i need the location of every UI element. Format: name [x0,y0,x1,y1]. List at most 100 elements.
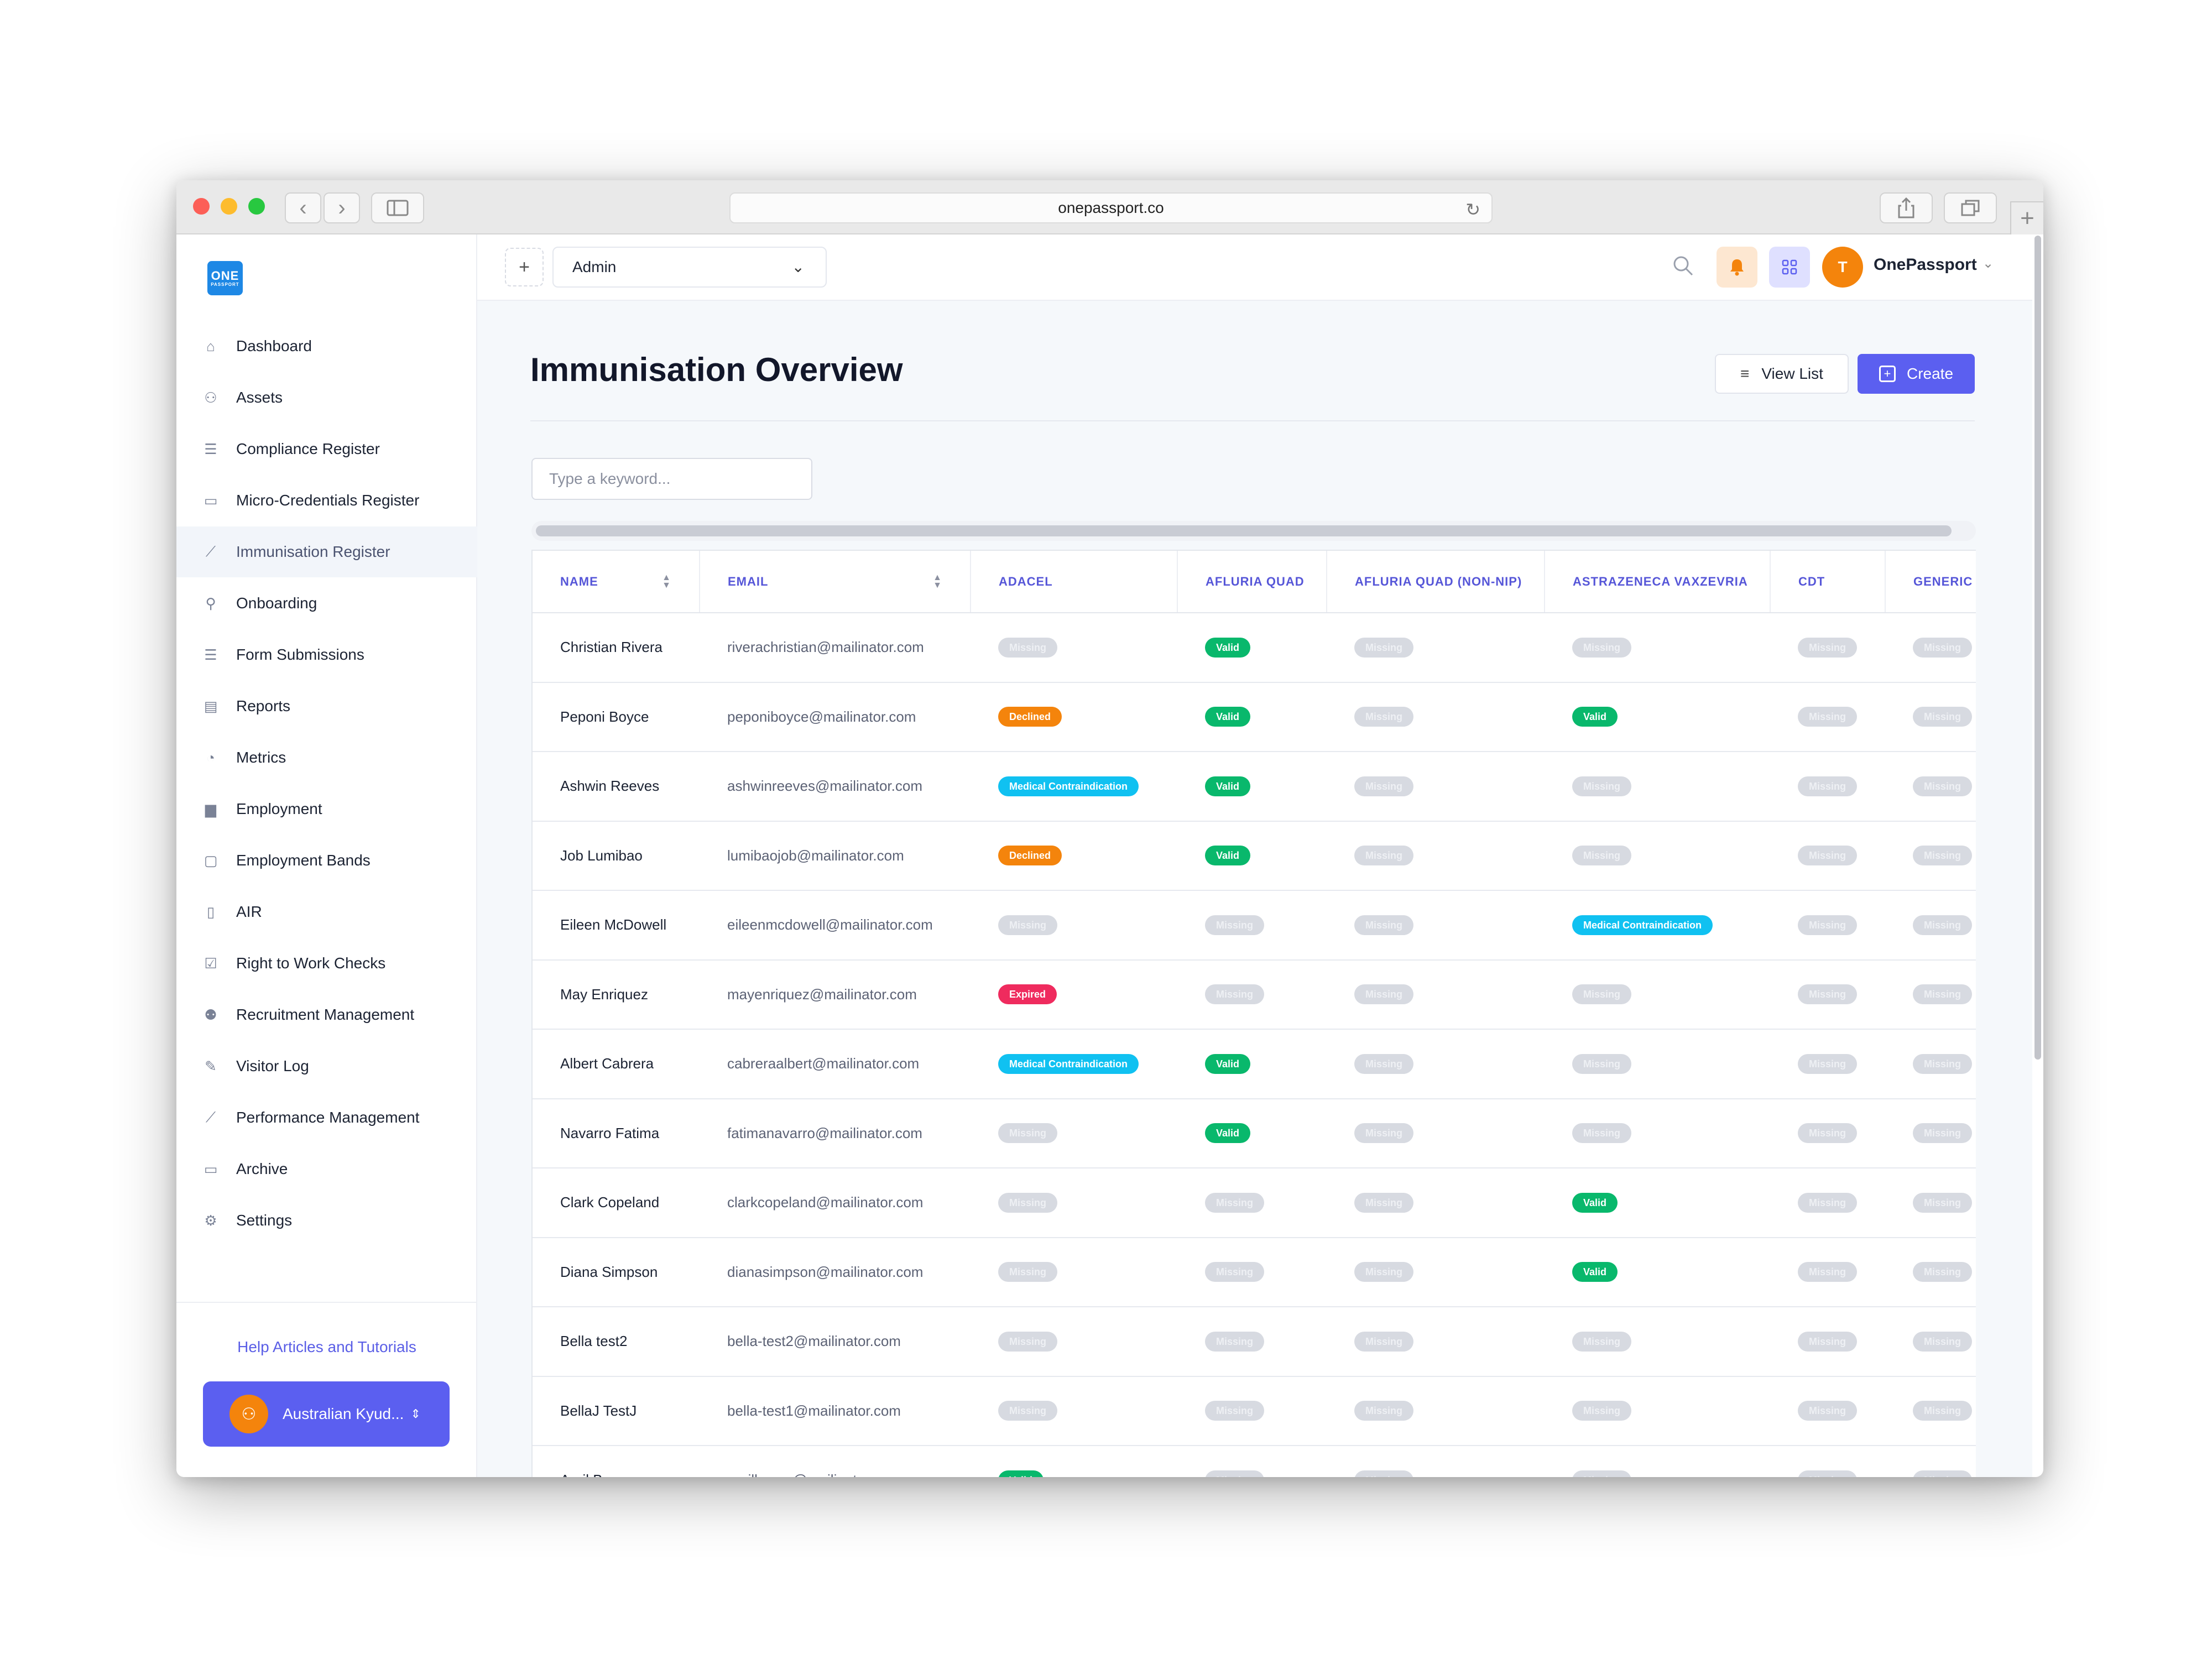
horizontal-scrollbar[interactable] [531,521,1976,541]
status-badge[interactable]: Missing [1913,776,1973,796]
vertical-scrollbar-thumb[interactable] [2034,236,2041,1060]
status-badge[interactable]: Valid [1205,637,1251,658]
status-badge[interactable]: Missing [1354,1470,1414,1477]
sidebar-item-air[interactable]: ▯ AIR [176,886,477,937]
status-badge[interactable]: Missing [1913,637,1973,658]
organisation-switcher[interactable]: ⚇ Australian Kyud... ⇕ [203,1381,450,1447]
sidebar-item-form-submissions[interactable]: ☰ Form Submissions [176,629,477,680]
status-badge[interactable]: Missing [1354,1053,1414,1074]
person-name[interactable]: May Enriquez [533,959,700,1030]
status-badge[interactable]: Missing [1913,1401,1973,1421]
status-badge[interactable]: Declined [998,707,1062,727]
status-badge[interactable]: Missing [1205,1401,1265,1421]
sort-icon[interactable]: ▲ ▼ [662,573,671,590]
table-row[interactable]: Ashwin Reeves ashwinreeves@mailinator.com… [533,752,1976,822]
zoom-window-button[interactable] [248,198,265,215]
status-badge[interactable]: Missing [1205,1262,1265,1282]
back-button[interactable]: ‹ [285,192,321,223]
user-name[interactable]: OnePassport [1874,255,1977,274]
sidebar-item-reports[interactable]: ▤ Reports [176,681,477,732]
search-icon[interactable] [1672,254,1694,276]
status-badge[interactable]: Missing [998,1123,1058,1144]
status-badge[interactable]: Expired [998,984,1057,1005]
minimize-window-button[interactable] [221,198,237,215]
sidebar-item-employment-bands[interactable]: ▢ Employment Bands [176,835,477,886]
person-name[interactable]: Peponi Boyce [533,682,700,752]
status-badge[interactable]: Declined [998,846,1062,866]
address-bar[interactable]: onepassport.co ↻ [729,192,1493,223]
status-badge[interactable]: Missing [1205,984,1265,1005]
status-badge[interactable]: Missing [1354,776,1414,796]
chevron-down-icon[interactable]: ⌄ [1983,256,1994,271]
status-badge[interactable]: Missing [1798,1262,1858,1282]
sort-icon[interactable]: ▲ ▼ [933,573,942,590]
table-row[interactable]: BellaJ TestJ bella-test1@mailinator.com Mi… [533,1376,1976,1446]
status-badge[interactable]: Missing [1798,915,1858,935]
help-articles-link[interactable]: Help Articles and Tutorials [237,1338,416,1355]
status-badge[interactable]: Missing [1572,776,1632,796]
table-row[interactable]: Navarro Fatima fatimanavarro@mailinator.c… [533,1098,1976,1168]
vertical-scrollbar[interactable] [2032,236,2043,1060]
sidebar-item-onboarding[interactable]: ⚲ Onboarding [176,578,477,629]
table-row[interactable]: Eileen McDowell eileenmcdowell@mailinator… [533,890,1976,961]
status-badge[interactable]: Missing [1798,707,1858,727]
status-badge[interactable]: Missing [998,1401,1058,1421]
person-name[interactable]: Albert Cabrera [533,1029,700,1099]
status-badge[interactable]: Missing [1572,1331,1632,1352]
status-badge[interactable]: Missing [1798,637,1858,658]
person-name[interactable]: Navarro Fatima [533,1098,700,1168]
table-row[interactable]: Clark Copeland clarkcopeland@mailinator.c… [533,1168,1976,1238]
status-badge[interactable]: Valid [998,1470,1044,1477]
status-badge[interactable]: Missing [1354,984,1414,1005]
table-row[interactable]: Diana Simpson dianasimpson@mailinator.com… [533,1237,1976,1307]
person-name[interactable]: Clark Copeland [533,1168,700,1238]
table-row[interactable]: Job Lumibao lumibaojob@mailinator.com Decl… [533,821,1976,891]
status-badge[interactable]: Missing [1798,1123,1858,1144]
status-badge[interactable]: Missing [1354,1262,1414,1282]
table-row[interactable]: Peponi Boyce peponiboyce@mailinator.com De… [533,682,1976,752]
status-badge[interactable]: Missing [1205,1192,1265,1213]
role-select[interactable]: Admin ⌄ [552,247,827,288]
status-badge[interactable]: Missing [1572,846,1632,866]
reload-icon[interactable]: ↻ [1465,200,1480,220]
table-row[interactable]: April Baysaaprilbaysa@mailinator.com Vali… [533,1446,1976,1477]
status-badge[interactable]: Valid [1205,846,1251,866]
sidebar-item-right-to-work-checks[interactable]: ☑ Right to Work Checks [176,938,477,989]
status-badge[interactable]: Missing [1798,1470,1858,1477]
horizontal-scrollbar-thumb[interactable] [536,525,1952,536]
status-badge[interactable]: Missing [1354,1331,1414,1352]
sidebar-item-employment[interactable]: ▆ Employment [176,784,477,834]
person-name[interactable]: April Baysa [533,1446,700,1477]
onepassport-logo[interactable]: ONE PASSPORT [207,261,243,295]
status-badge[interactable]: Missing [998,637,1058,658]
status-badge[interactable]: Missing [998,1331,1058,1352]
sidebar-item-visitor-log[interactable]: ✎ Visitor Log [176,1041,477,1092]
person-name[interactable]: Ashwin Reeves [533,752,700,822]
view-list-button[interactable]: ≡ View List [1715,354,1849,394]
status-badge[interactable]: Missing [1354,846,1414,866]
forward-button[interactable]: › [324,192,360,223]
status-badge[interactable]: Missing [1572,984,1632,1005]
column-header-email[interactable]: EMAIL ▲ ▼ [700,551,971,613]
status-badge[interactable]: Valid [1205,776,1251,796]
table-row[interactable]: Bella test2 bella-test2@mailinator.com Mis… [533,1307,1976,1377]
status-badge[interactable]: Missing [1354,637,1414,658]
sidebar-item-archive[interactable]: ▭ Archive [176,1144,477,1194]
keyword-search-input[interactable] [531,458,812,500]
status-badge[interactable]: Missing [1913,1262,1973,1282]
status-badge[interactable]: Missing [1798,984,1858,1005]
status-badge[interactable]: Missing [998,1192,1058,1213]
avatar[interactable]: T [1822,247,1863,288]
person-name[interactable]: Eileen McDowell [533,890,700,961]
sidebar-item-immunisation-register[interactable]: ⟋ Immunisation Register [176,526,477,577]
status-badge[interactable]: Valid [1572,1262,1618,1282]
status-badge[interactable]: Valid [1205,1123,1251,1144]
status-badge[interactable]: Missing [1798,846,1858,866]
table-row[interactable]: Christian Rivera riverachristian@mailinat… [533,613,1976,683]
status-badge[interactable]: Medical Contraindication [998,1053,1139,1074]
tabs-overview-button[interactable] [1944,192,1997,223]
sidebar-item-compliance-register[interactable]: ☰ Compliance Register [176,424,477,474]
status-badge[interactable]: Missing [1913,1123,1973,1144]
status-badge[interactable]: Valid [1205,707,1251,727]
status-badge[interactable]: Missing [1913,1192,1973,1213]
